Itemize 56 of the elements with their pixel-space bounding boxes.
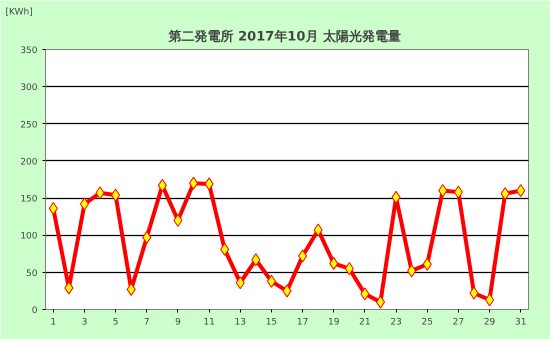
y-tick-label: 50 <box>26 268 38 279</box>
x-tick-label: 19 <box>328 318 340 328</box>
x-tick-label: 29 <box>484 318 496 328</box>
y-tick-label: 300 <box>20 83 38 94</box>
point <box>422 258 432 271</box>
point <box>485 293 494 306</box>
point <box>251 253 260 266</box>
x-tick-label: 31 <box>514 318 526 328</box>
point <box>126 282 136 296</box>
x-tick-label: 27 <box>452 318 464 328</box>
point <box>189 176 198 190</box>
y-tick-label: 350 <box>20 46 38 56</box>
x-tick-label: 17 <box>296 318 308 328</box>
x-tick-label: 25 <box>422 318 433 328</box>
point <box>314 224 323 237</box>
x-tick-label: 3 <box>82 318 88 328</box>
point <box>142 230 152 244</box>
point <box>96 186 105 200</box>
point <box>64 281 74 294</box>
point <box>266 274 276 288</box>
point <box>392 190 401 204</box>
point <box>516 184 526 198</box>
chart-title: 第二発電所 2017年10月 太陽光発電量 <box>168 28 401 44</box>
point <box>454 186 463 199</box>
y-tick-label: 0 <box>32 306 38 316</box>
point <box>407 264 416 278</box>
x-tick-label: 23 <box>390 318 402 328</box>
point <box>48 202 58 215</box>
x-tick-label: 21 <box>359 318 371 328</box>
point <box>500 187 510 200</box>
x-tick-label: 1 <box>50 318 56 328</box>
point <box>298 250 308 263</box>
point <box>204 177 214 190</box>
y-tick-label: 100 <box>20 232 38 242</box>
x-tick-label: 9 <box>175 318 182 328</box>
x-tick-label: 13 <box>234 318 246 328</box>
y-tick-label: 250 <box>20 120 38 130</box>
y-tick-label: 150 <box>20 194 38 205</box>
x-tick-label: 7 <box>144 318 150 328</box>
point <box>376 296 385 309</box>
point <box>344 262 354 276</box>
y-tick-label: 200 <box>20 157 38 168</box>
point <box>469 286 478 300</box>
point <box>158 178 167 192</box>
x-tick-label: 15 <box>266 318 278 328</box>
point <box>80 198 89 211</box>
point <box>360 287 370 300</box>
point <box>111 188 120 202</box>
point <box>220 242 230 256</box>
y-axis-title: [KWh] <box>6 8 33 18</box>
point <box>236 276 245 290</box>
point <box>329 256 338 270</box>
point <box>173 214 182 227</box>
x-tick-label: 11 <box>203 318 215 328</box>
x-tick-label: 5 <box>112 318 118 328</box>
point <box>438 184 448 198</box>
